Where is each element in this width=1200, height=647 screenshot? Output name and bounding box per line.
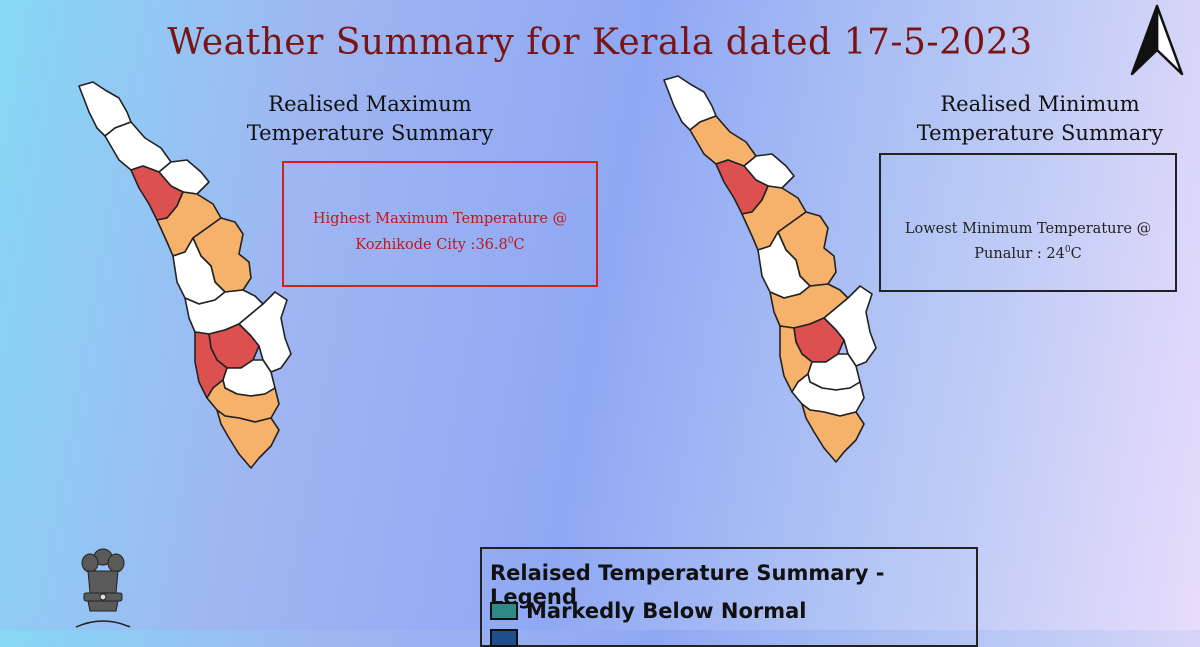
kerala-max-temp-map [78,81,292,469]
unit-letter: C [1070,245,1082,262]
max-title-line2: Temperature Summary [246,121,494,145]
max-temp-summary-title: Realised Maximum Temperature Summary [230,90,510,148]
unit-letter: C [513,236,525,253]
highest-max-value: Kozhikode City :36.80C [284,230,596,256]
highest-max-label: Highest Maximum Temperature @ [312,211,568,227]
legend-swatch [490,602,518,620]
district-kannur [104,121,172,173]
min-title-line1: Realised Minimum [940,92,1140,116]
min-temp-summary-title: Realised Minimum Temperature Summary [900,90,1180,148]
lowest-min-temp-box: Lowest Minimum Temperature @ Punalur : 2… [879,153,1177,292]
highest-max-temp-box: Highest Maximum Temperature @ Kozhikode … [282,161,598,287]
page-title: Weather Summary for Kerala dated 17-5-20… [167,22,1033,63]
lowest-min-station-value: Punalur : 24 [974,245,1065,262]
legend-item-markedly-below-normal: Markedly Below Normal [490,599,807,623]
district-thrissur [172,237,226,305]
degree-mark: 0 [507,236,514,246]
min-title-line2: Temperature Summary [916,121,1164,145]
district-thrissur [757,231,811,299]
max-title-line1: Realised Maximum [268,92,472,116]
district-kannur [689,115,757,167]
district-thiruvananthapuram [216,409,280,469]
legend-item-label: Markedly Below Normal [526,599,807,623]
legend-item-cut-off [490,629,526,647]
highest-max-station-value: Kozhikode City :36.8 [355,236,508,253]
district-thiruvananthapuram [801,403,865,463]
legend-swatch [490,629,518,647]
legend-title: Relaised Temperature Summary - Legend [490,561,885,609]
kerala-min-temp-map [663,75,877,463]
north-arrow-icon [1130,4,1184,76]
map-legend: Relaised Temperature Summary - Legend Ma… [480,547,978,647]
lowest-min-value: Punalur : 240C [881,240,1175,265]
degree-mark: 0 [1064,245,1071,255]
state-emblem-icon [75,548,131,628]
lowest-min-label: Lowest Minimum Temperature @ [904,221,1152,237]
